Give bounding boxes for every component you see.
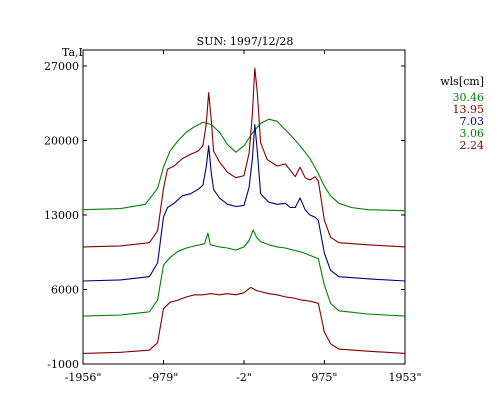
y-tick-label: 13000 xyxy=(44,209,79,222)
x-tick-label: 975" xyxy=(311,371,337,384)
x-axis: -1956" -979" -2" 975" 1953" xyxy=(65,50,422,384)
legend-entry: 30.46 xyxy=(453,91,485,104)
series-line-30-46 xyxy=(82,118,406,212)
series-layer xyxy=(82,67,406,354)
series-line-13-95 xyxy=(82,67,406,248)
series-line-7-03 xyxy=(82,123,406,282)
y-axis-label: Ta,I xyxy=(62,46,83,59)
y-tick-label: -1000 xyxy=(47,358,79,371)
y-tick-label: 27000 xyxy=(44,60,79,73)
x-tick-label: -2" xyxy=(236,371,252,384)
series-line-3-06 xyxy=(82,229,406,317)
y-axis: -1000 6000 13000 20000 27000 xyxy=(44,60,405,371)
legend-title: wls[cm] xyxy=(440,75,484,88)
x-tick-label: 1953" xyxy=(388,371,421,384)
chart-title: SUN: 1997/12/28 xyxy=(197,35,294,48)
x-tick-label: -979" xyxy=(149,371,179,384)
x-tick-label: -1956" xyxy=(65,371,102,384)
y-tick-label: 20000 xyxy=(44,134,79,147)
legend-entry: 3.06 xyxy=(460,127,485,140)
series-line-2-24 xyxy=(82,286,406,354)
legend-entry: 7.03 xyxy=(460,115,485,128)
legend-entry: 2.24 xyxy=(460,139,485,152)
legend-entry: 13.95 xyxy=(453,103,485,116)
y-tick-label: 6000 xyxy=(51,283,79,296)
